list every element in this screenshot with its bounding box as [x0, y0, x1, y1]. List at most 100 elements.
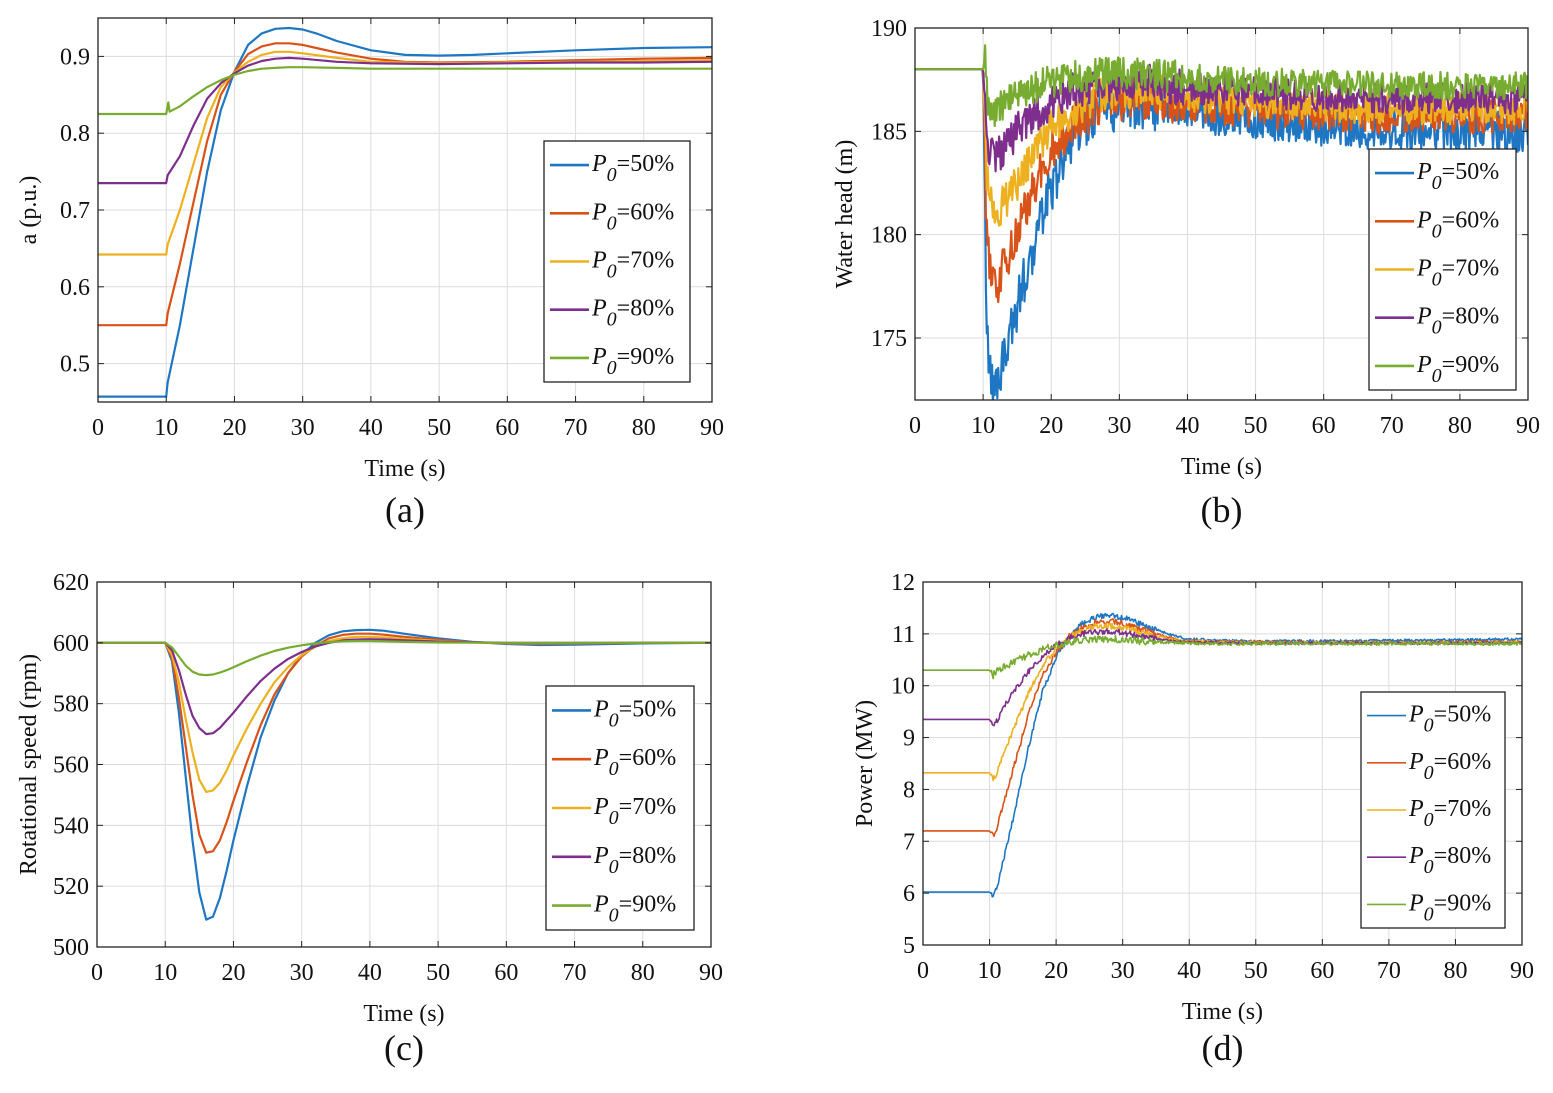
tick-label-y: 600	[53, 631, 89, 657]
series-line-P0=90%	[923, 634, 1522, 680]
series-line-P0=90%	[98, 66, 712, 116]
axes-frame	[922, 581, 1523, 946]
tick-label-x: 40	[359, 415, 383, 441]
x-axis-label: Time (s)	[364, 456, 445, 482]
legend-label: P0=90%	[1416, 352, 1499, 387]
series-line-P0=50%	[915, 68, 1528, 400]
tick-label-x: 10	[978, 958, 1002, 984]
tick-label-x: 40	[1177, 958, 1201, 984]
y-axis-label: Rotational speed (rpm)	[16, 654, 42, 875]
panel-caption: (b)	[1201, 490, 1243, 530]
tick-label-x: 90	[700, 415, 724, 441]
legend-label: P0=60%	[591, 199, 674, 234]
tick-label-x: 90	[1510, 958, 1534, 984]
tick-label-x: 20	[1044, 958, 1068, 984]
tick-label-x: 70	[1377, 958, 1401, 984]
tick-label-x: 50	[1244, 413, 1268, 439]
y-axis-label: Power (MW)	[852, 700, 878, 827]
tick-label-y: 0.6	[60, 275, 90, 301]
chart-a: 0 10 20 30 40 50 60 70 80 90 0.5 0.6 0.7 0.8 0.9 Time (…	[16, 17, 724, 530]
panel-caption: (d)	[1202, 1028, 1244, 1068]
tick-label-x: 50	[1244, 958, 1268, 984]
x-axis-label: Time (s)	[363, 1001, 444, 1027]
y-axis-label: Water head (m)	[832, 140, 858, 289]
tick-label-x: 70	[1380, 413, 1404, 439]
legend-label: P0=80%	[1408, 843, 1491, 878]
tick-label-y: 180	[871, 223, 907, 249]
legend: P0=50% P0=60% P0=70% P0=80% P0=90%	[543, 140, 691, 383]
legend-label: P0=80%	[593, 843, 676, 878]
series-line-P0=60%	[915, 68, 1528, 304]
tick-label-x: 20	[222, 415, 246, 441]
tick-label-x: 30	[291, 415, 315, 441]
series-line-P0=50%	[98, 26, 712, 398]
tick-label-y: 175	[871, 326, 907, 352]
tick-label-x: 60	[494, 960, 518, 986]
tick-label-x: 90	[1516, 413, 1540, 439]
tick-label-x: 70	[563, 960, 587, 986]
tick-label-x: 60	[1312, 413, 1336, 439]
legend-label: P0=70%	[1408, 796, 1491, 831]
series-group	[98, 26, 712, 398]
tick-label-y: 5	[903, 933, 915, 959]
tick-label-x: 0	[92, 415, 104, 441]
tick-label-x: 50	[426, 960, 450, 986]
legend-label: P0=70%	[591, 248, 674, 283]
tick-label-x: 10	[971, 413, 995, 439]
panel-caption: (a)	[385, 490, 425, 530]
tick-label-x: 30	[1107, 413, 1131, 439]
series-line-P0=90%	[97, 639, 711, 677]
legend-label: P0=60%	[1416, 207, 1499, 242]
series-group	[97, 628, 711, 921]
tick-label-y: 0.9	[60, 44, 90, 70]
series-group	[915, 44, 1528, 400]
chart-b: 0 10 20 30 40 50 60 70 80 90 175 180 185 190 Time (s) W…	[832, 16, 1540, 530]
series-line-P0=70%	[915, 68, 1528, 227]
tick-label-y: 190	[871, 16, 907, 42]
tick-label-x: 80	[1443, 958, 1467, 984]
tick-label-y: 0.5	[60, 352, 90, 378]
series-line-P0=80%	[98, 56, 712, 185]
tick-label-y: 10	[891, 674, 915, 700]
legend: P0=50% P0=60% P0=70% P0=80% P0=90%	[1360, 691, 1506, 929]
y-axis-label: a (p.u.)	[16, 176, 42, 245]
legend-label: P0=90%	[593, 892, 676, 927]
legend-label: P0=90%	[591, 344, 674, 379]
tick-label-x: 90	[699, 960, 723, 986]
legend-label: P0=80%	[591, 296, 674, 331]
tick-label-y: 500	[53, 935, 89, 961]
chart-d: 0 10 20 30 40 50 60 70 80 90 5 6 7 8 9 10 11 12 Time (s) Po…	[852, 570, 1534, 1068]
tick-label-x: 0	[91, 960, 103, 986]
legend-label: P0=80%	[1416, 304, 1499, 339]
series-line-P0=50%	[923, 612, 1522, 898]
series-line-P0=80%	[97, 638, 711, 736]
tick-label-y: 540	[53, 813, 89, 839]
panel-caption: (c)	[384, 1028, 424, 1068]
legend-label: P0=50%	[593, 696, 676, 731]
tick-label-x: 60	[495, 415, 519, 441]
tick-label-x: 0	[917, 958, 929, 984]
tick-label-x: 30	[1111, 958, 1135, 984]
tick-label-x: 20	[221, 960, 245, 986]
x-axis-label: Time (s)	[1181, 454, 1262, 480]
tick-label-x: 80	[1448, 413, 1472, 439]
tick-label-x: 10	[153, 960, 177, 986]
legend-label: P0=70%	[593, 794, 676, 829]
legend-label: P0=60%	[593, 745, 676, 780]
axes-frame	[914, 27, 1529, 401]
tick-label-y: 185	[871, 119, 907, 145]
tick-label-y: 6	[903, 881, 915, 907]
legend: P0=50% P0=60% P0=70% P0=80% P0=90%	[545, 685, 695, 931]
tick-label-y: 520	[53, 874, 89, 900]
legend-label: P0=50%	[1408, 702, 1491, 737]
legend-label: P0=90%	[1408, 890, 1491, 925]
tick-label-y: 9	[903, 726, 915, 752]
tick-label-x: 40	[1175, 413, 1199, 439]
tick-label-y: 12	[891, 570, 915, 596]
tick-label-x: 20	[1039, 413, 1063, 439]
legend: P0=50% P0=60% P0=70% P0=80% P0=90%	[1368, 148, 1517, 391]
series-line-P0=80%	[915, 63, 1528, 173]
legend-label: P0=70%	[1416, 256, 1499, 291]
legend-label: P0=50%	[591, 151, 674, 186]
